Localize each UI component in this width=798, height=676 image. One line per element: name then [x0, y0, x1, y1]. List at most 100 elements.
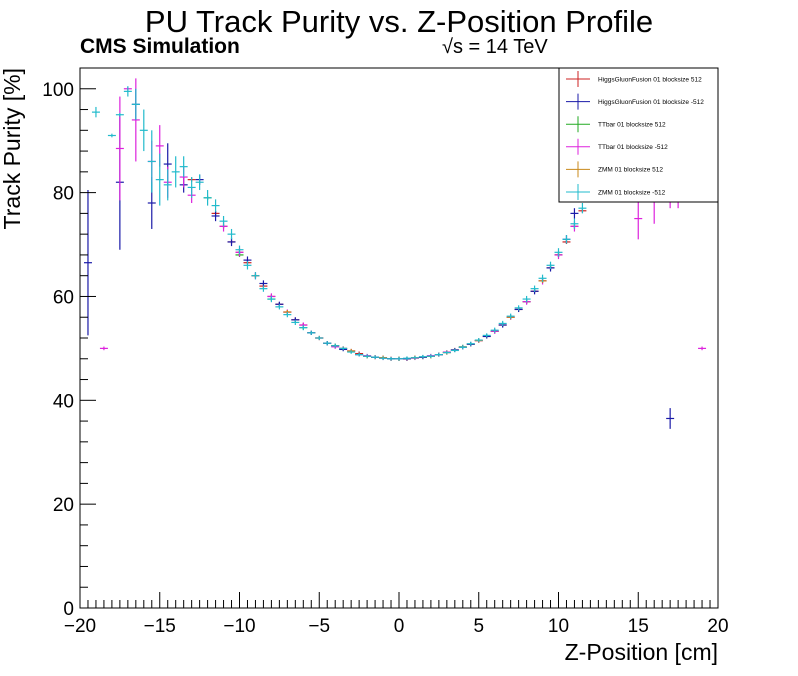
data-point: [115, 112, 124, 117]
x-tick-label: 10: [548, 616, 569, 637]
data-point: [514, 305, 523, 311]
x-tick-label: −5: [308, 616, 330, 637]
data-point: [139, 109, 148, 152]
data-point: [107, 133, 116, 138]
x-tick-label: −15: [144, 616, 176, 637]
x-tick-label: 15: [628, 616, 649, 637]
data-point: [131, 88, 140, 120]
data-point: [251, 272, 260, 280]
data-point: [155, 153, 164, 206]
data-point: [434, 352, 443, 357]
data-point: [275, 304, 284, 310]
data-point: [458, 345, 467, 350]
data-point: [147, 130, 156, 193]
legend-label: ZMM 01 blocksize 512: [598, 167, 663, 174]
data-point: [554, 248, 563, 257]
data-point: [442, 350, 451, 355]
legend-entries: HiggsGluonFusion 01 blocksize 512 HiggsGl…: [566, 71, 704, 200]
legend: HiggsGluonFusion 01 blocksize 512 HiggsGl…: [558, 67, 719, 203]
data-point: [506, 313, 515, 319]
y-tick-label: 100: [42, 80, 74, 101]
data-point: [203, 190, 212, 206]
legend-label: TTbar 01 blocksize 512: [598, 122, 666, 129]
data-point: [83, 190, 92, 336]
data-point: [171, 156, 180, 188]
data-point: [522, 295, 531, 303]
data-point: [562, 235, 571, 244]
data-point: [466, 341, 475, 346]
legend-box: [558, 67, 719, 203]
legend-entry: TTbar 01 blocksize -512: [566, 138, 668, 155]
data-point: [211, 210, 220, 222]
data-point: [530, 285, 539, 292]
x-tick-label: 0: [394, 616, 405, 637]
legend-label: ZMM 01 blocksize -512: [598, 189, 666, 196]
y-tick-label: 0: [63, 599, 74, 620]
data-point: [123, 86, 132, 97]
data-point: [211, 199, 220, 212]
data-point: [546, 261, 555, 269]
legend-entry: HiggsGluonFusion 01 blocksize 512: [566, 71, 702, 87]
data-point: [570, 218, 579, 229]
data-point: [179, 156, 188, 178]
x-tick-label: −10: [223, 616, 255, 637]
legend-label: TTbar 01 blocksize -512: [598, 144, 668, 151]
data-point: [227, 228, 236, 240]
legend-entry: ZMM 01 blocksize 512: [566, 161, 663, 178]
data-point: [538, 274, 547, 282]
x-tick-label: 5: [473, 616, 484, 637]
chart-title: PU Track Purity vs. Z-Position Profile: [145, 4, 653, 39]
data-point: [418, 354, 427, 359]
y-tick-label: 20: [53, 495, 74, 516]
data-point: [195, 174, 204, 191]
y-axis-label: Track Purity [%]: [0, 68, 25, 229]
legend-entry: TTbar 01 blocksize 512: [566, 116, 666, 133]
series-5: [91, 86, 587, 361]
y-tick-label: 80: [53, 184, 74, 205]
data-point: [339, 346, 348, 351]
data-point: [410, 355, 419, 360]
data-point: [387, 356, 396, 361]
data-point: [219, 215, 228, 227]
data-point: [315, 335, 324, 341]
data-point: [323, 341, 332, 346]
data-point: [235, 245, 244, 254]
data-point: [99, 346, 108, 351]
data-point: [498, 320, 507, 327]
data-point: [578, 203, 587, 214]
data-point: [402, 356, 411, 361]
data-point: [490, 327, 499, 333]
legend-entry: HiggsGluonFusion 01 blocksize -512: [566, 93, 704, 110]
data-point: [243, 261, 252, 270]
y-tick-label: 40: [53, 391, 74, 412]
data-point: [331, 343, 340, 348]
experiment-label: CMS Simulation: [80, 35, 240, 58]
data-point: [666, 408, 675, 429]
data-point: [363, 354, 372, 358]
data-point: [395, 356, 403, 361]
data-point: [450, 348, 459, 353]
legend-label: HiggsGluonFusion 01 blocksize 512: [598, 76, 702, 83]
data-point: [570, 208, 579, 219]
data-point: [347, 350, 356, 354]
data-point: [474, 338, 483, 343]
y-tick-label: 60: [53, 287, 74, 308]
axis-ticks: −20 −15 −10 −5 0 5 10 15 20 0 20 40 60 80 100: [42, 67, 729, 637]
data-point: [259, 285, 268, 292]
data-point: [307, 330, 316, 335]
data-point: [698, 346, 707, 351]
x-axis-label: Z-Position [cm]: [565, 639, 718, 665]
data-point: [187, 177, 196, 198]
data-point: [379, 356, 388, 361]
data-point: [426, 354, 435, 358]
x-tick-label: −20: [64, 616, 96, 637]
legend-entry: ZMM 01 blocksize -512: [566, 184, 666, 200]
data-point: [482, 333, 491, 338]
x-tick-label: 20: [707, 616, 728, 637]
data-point: [283, 312, 292, 318]
data-point: [267, 295, 276, 303]
data-point: [299, 325, 308, 331]
data-point: [371, 355, 380, 360]
data-point: [163, 169, 172, 201]
